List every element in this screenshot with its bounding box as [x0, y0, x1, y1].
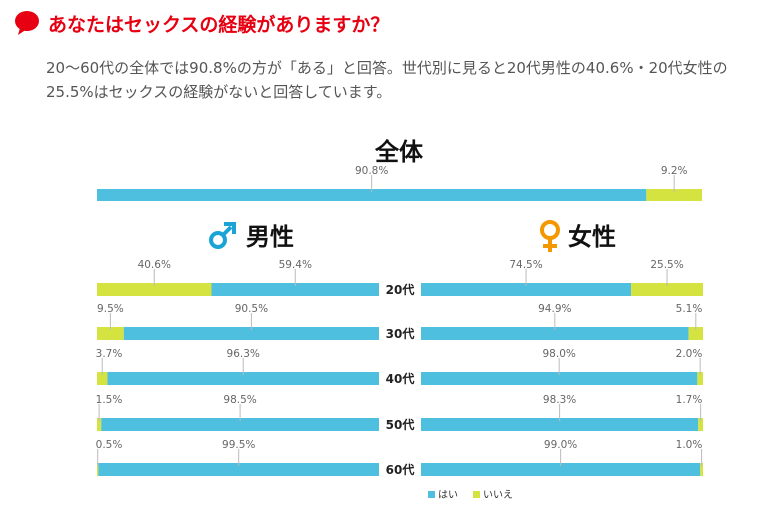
male-symbol-icon: [209, 222, 236, 249]
legend-yes-swatch: [428, 491, 435, 498]
male-20s-yes-label: 59.4%: [279, 259, 312, 271]
legend-no-label: いいえ: [483, 489, 513, 501]
female-40s-no-bar: [697, 372, 703, 385]
female-20s-yes-label: 74.5%: [509, 259, 542, 271]
female-30s-no-label: 5.1%: [676, 303, 703, 315]
female-title: 女性: [568, 223, 616, 251]
male-60s-yes-label: 99.5%: [222, 439, 255, 451]
female-20s-yes-bar: [421, 283, 632, 296]
legend-yes-label: はい: [438, 489, 458, 501]
female-symbol-icon: [540, 220, 560, 252]
female-40s-no-label: 2.0%: [676, 348, 703, 360]
male-20s-no-bar: [97, 283, 212, 296]
female-30s-yes-label: 94.9%: [538, 303, 571, 315]
description-text: 20〜60代の全体では90.8%の方が「ある」と回答。世代別に見ると20代男性の…: [46, 59, 728, 101]
male-30s-yes-bar: [123, 327, 379, 340]
female-60s-yes-label: 99.0%: [544, 439, 577, 451]
age-label-20s: 20代: [386, 282, 415, 297]
overall-no-label: 9.2%: [661, 165, 688, 177]
male-30s-no-bar: [97, 327, 124, 340]
male-20s-no-label: 40.6%: [138, 259, 171, 271]
male-40s-yes-label: 96.3%: [227, 348, 260, 360]
male-50s-yes-bar: [101, 418, 379, 431]
female-60s-yes-bar: [421, 463, 701, 476]
male-50s-no-bar: [97, 418, 102, 431]
female-40s-yes-label: 98.0%: [543, 348, 576, 360]
female-30s-no-bar: [688, 327, 703, 340]
male-60s-no-bar: [97, 463, 99, 476]
female-50s-no-bar: [698, 418, 703, 431]
speech-bubble-icon: [15, 11, 39, 35]
male-title: 男性: [246, 223, 294, 251]
female-30s-yes-bar: [421, 327, 689, 340]
overall-yes-label: 90.8%: [355, 165, 388, 177]
male-50s-no-label: 1.5%: [96, 394, 123, 406]
male-30s-yes-label: 90.5%: [235, 303, 268, 315]
male-60s-no-label: 0.5%: [96, 439, 123, 451]
male-30s-no-label: 9.5%: [97, 303, 124, 315]
male-40s-yes-bar: [107, 372, 380, 385]
male-60s-yes-bar: [98, 463, 379, 476]
page-title: あなたはセックスの経験がありますか？: [48, 13, 390, 36]
female-40s-yes-bar: [421, 372, 698, 385]
female-20s-no-label: 25.5%: [650, 259, 683, 271]
male-40s-no-bar: [97, 372, 108, 385]
title-row: あなたはセックスの経験がありますか？: [14, 8, 389, 38]
overall-yes-bar: [97, 189, 647, 201]
age-label-40s: 40代: [386, 371, 415, 386]
age-label-60s: 60代: [386, 462, 415, 477]
overall-no-bar: [646, 189, 702, 201]
female-20s-no-bar: [631, 283, 703, 296]
female-50s-yes-label: 98.3%: [543, 394, 576, 406]
age-label-50s: 50代: [386, 417, 415, 432]
female-50s-yes-bar: [421, 418, 699, 431]
female-50s-no-label: 1.7%: [676, 394, 703, 406]
age-label-30s: 30代: [386, 326, 415, 341]
legend-no-swatch: [473, 491, 480, 498]
female-60s-no-label: 1.0%: [676, 439, 703, 451]
male-20s-yes-bar: [211, 283, 379, 296]
male-50s-yes-label: 98.5%: [223, 394, 256, 406]
overall-title: 全体: [374, 138, 424, 166]
male-40s-no-label: 3.7%: [96, 348, 123, 360]
female-60s-no-bar: [700, 463, 703, 476]
